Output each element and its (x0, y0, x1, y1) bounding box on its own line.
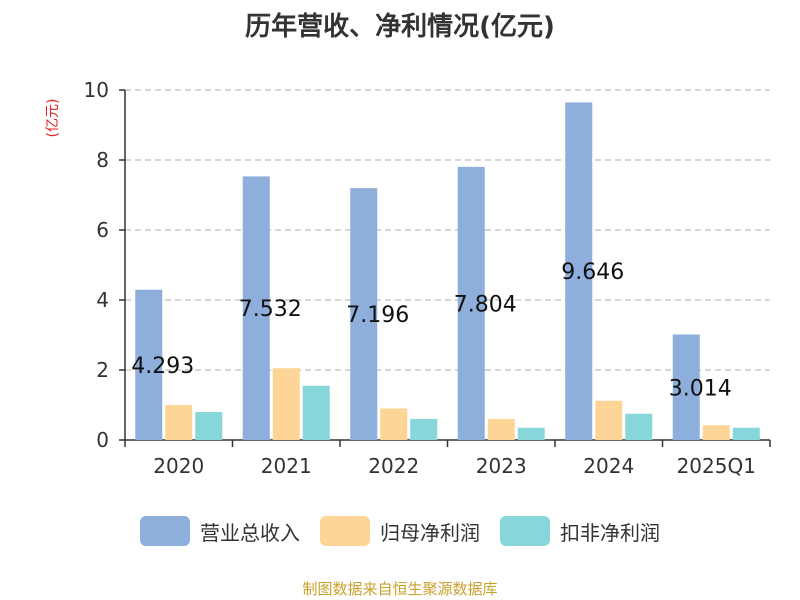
legend-item-deducted-net-profit[interactable]: 扣非净利润 (500, 516, 660, 546)
bar (625, 413, 653, 440)
bar (595, 400, 623, 440)
bar (732, 427, 760, 440)
data-source-note: 制图数据来自恒生聚源数据库 (302, 580, 498, 598)
bar (242, 176, 270, 440)
data-label: 7.804 (454, 292, 517, 317)
x-tick-label: 2025Q1 (677, 454, 756, 478)
data-label: 7.532 (239, 297, 302, 322)
legend-label-revenue: 营业总收入 (200, 520, 300, 545)
bar (165, 405, 193, 440)
y-tick-label: 0 (96, 428, 109, 452)
bar (517, 427, 545, 440)
bar (350, 188, 378, 440)
y-tick-label: 4 (96, 288, 109, 312)
data-label: 7.196 (346, 303, 409, 328)
x-tick-label: 2020 (153, 454, 204, 478)
legend: 营业总收入 归母净利润 扣非净利润 (0, 516, 800, 546)
bar (380, 408, 408, 440)
y-tick-label: 10 (84, 78, 109, 102)
bar (272, 368, 300, 440)
legend-label-deducted-net-profit: 扣非净利润 (560, 520, 660, 545)
y-tick-label: 2 (96, 358, 109, 382)
x-tick-label: 2022 (368, 454, 419, 478)
x-tick-label: 2021 (261, 454, 312, 478)
y-tick-label: 8 (96, 148, 109, 172)
y-tick-label: 6 (96, 218, 109, 242)
data-label: 3.014 (669, 376, 732, 401)
bar (410, 419, 438, 440)
bar (135, 289, 163, 440)
bar (487, 419, 515, 440)
legend-label-net-profit: 归母净利润 (380, 520, 480, 545)
bar (565, 102, 593, 440)
bar (195, 412, 223, 440)
legend-swatch-deducted-net-profit (500, 516, 550, 546)
legend-item-revenue[interactable]: 营业总收入 (140, 516, 300, 546)
data-label: 4.293 (131, 354, 194, 379)
bar (457, 166, 485, 441)
bar (302, 385, 330, 440)
bar (672, 334, 700, 440)
legend-swatch-net-profit (320, 516, 370, 546)
chart-title: 历年营收、净利情况(亿元) (245, 12, 555, 42)
x-tick-label: 2023 (476, 454, 527, 478)
legend-item-net-profit[interactable]: 归母净利润 (320, 516, 480, 546)
x-tick-label: 2024 (583, 454, 634, 478)
legend-swatch-revenue (140, 516, 190, 546)
data-label: 9.646 (561, 260, 624, 285)
bar (702, 425, 730, 440)
